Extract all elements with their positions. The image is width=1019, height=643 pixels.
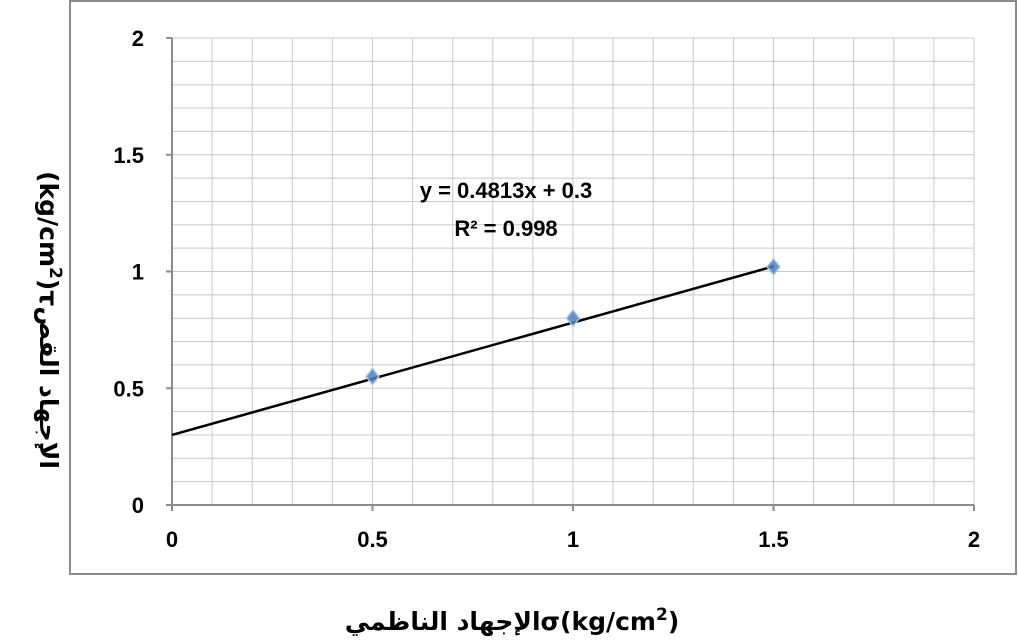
x-axis-unit-exponent: 2	[656, 605, 668, 625]
x-axis-symbol: σ	[541, 607, 560, 636]
y-tick-label: 1.5	[113, 143, 144, 168]
data-point-marker	[365, 367, 380, 386]
x-tick-label: 2	[968, 527, 980, 552]
y-axis-unit-close: )	[34, 279, 63, 290]
y-axis-symbol: τ	[34, 290, 63, 306]
y-tick-label: 0.5	[113, 376, 144, 401]
trendline-group	[171, 265, 774, 437]
trendline-equation: y = 0.4813x + 0.3	[420, 178, 593, 203]
trendline	[171, 265, 774, 437]
y-tick-labels: 0 0.5 1 1.5 2	[113, 26, 172, 518]
data-point-marker	[766, 257, 781, 277]
y-tick-label: 0	[132, 493, 144, 518]
x-tick-label: 1.5	[758, 527, 789, 552]
data-points	[365, 257, 781, 386]
data-point-marker	[565, 308, 581, 328]
x-tick-label: 1	[567, 527, 579, 552]
x-axis-unit: (kg/cm	[560, 607, 656, 636]
y-tick-label: 1	[132, 260, 144, 285]
x-tick-label: 0	[166, 527, 178, 552]
y-axis-arabic: الإجهاد القص	[33, 306, 63, 469]
x-axis-arabic: الإجهاد الناظمي	[345, 607, 541, 637]
x-tick-label: 0.5	[357, 527, 388, 552]
x-axis-unit-close: )	[668, 607, 679, 636]
y-tick-label: 2	[132, 26, 144, 51]
chart-frame	[69, 0, 1017, 575]
x-tick-labels: 0 0.5 1 1.5 2	[166, 505, 980, 552]
r-squared-label: R² = 0.998	[454, 216, 557, 241]
x-axis-title: الإجهاد الناظميσ(kg/cm2)	[345, 605, 680, 637]
y-axis-title: (kg/cm2)τالإجهاد القص	[33, 171, 65, 469]
y-axis-unit: (kg/cm	[34, 171, 63, 267]
y-axis-unit-exponent: 2	[45, 267, 65, 279]
gridlines	[171, 37, 975, 506]
